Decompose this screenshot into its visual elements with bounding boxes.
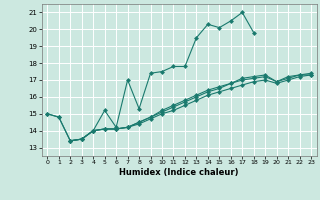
X-axis label: Humidex (Indice chaleur): Humidex (Indice chaleur): [119, 168, 239, 177]
